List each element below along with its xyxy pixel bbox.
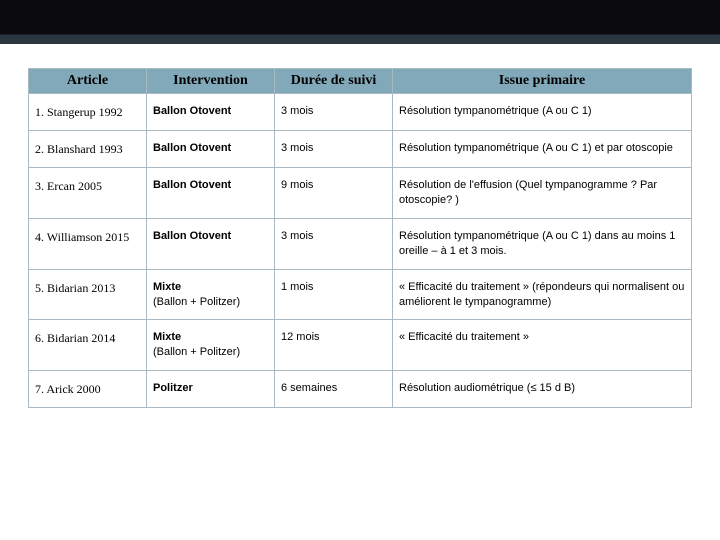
cell-intervention: Ballon Otovent bbox=[147, 131, 275, 168]
cell-article: 1. Stangerup 1992 bbox=[29, 94, 147, 131]
table-row: 1. Stangerup 1992 Ballon Otovent 3 moisRés… bbox=[29, 94, 692, 131]
table-row: 2. Blanshard 1993 Ballon Otovent 3 moisRés… bbox=[29, 131, 692, 168]
cell-article: 4. Williamson 2015 bbox=[29, 219, 147, 270]
cell-issue: « Efficacité du traitement » bbox=[393, 320, 692, 371]
intervention-sub: (Ballon + Politzer) bbox=[153, 345, 268, 360]
cell-intervention: Politzer bbox=[147, 371, 275, 408]
cell-duree: 12 mois bbox=[275, 320, 393, 371]
cell-duree: 3 mois bbox=[275, 219, 393, 270]
cell-intervention: Ballon Otovent bbox=[147, 168, 275, 219]
table-body: 1. Stangerup 1992Ballon Otovent3 moisRés… bbox=[29, 94, 692, 408]
cell-issue: Résolution audiométrique (≤ 15 d B) bbox=[393, 371, 692, 408]
intervention-main: Ballon Otovent bbox=[153, 105, 231, 117]
cell-article: 3. Ercan 2005 bbox=[29, 168, 147, 219]
cell-article: 2. Blanshard 1993 bbox=[29, 131, 147, 168]
intervention-main: Ballon Otovent bbox=[153, 230, 231, 242]
intervention-main: Politzer bbox=[153, 382, 193, 394]
cell-issue: Résolution de l'effusion (Quel tympanogr… bbox=[393, 168, 692, 219]
col-header-duree: Durée de suivi bbox=[275, 69, 393, 94]
cell-article: 7. Arick 2000 bbox=[29, 371, 147, 408]
cell-article: 5. Bidarian 2013 bbox=[29, 269, 147, 320]
cell-duree: 1 mois bbox=[275, 269, 393, 320]
intervention-main: Ballon Otovent bbox=[153, 142, 231, 154]
cell-duree: 3 mois bbox=[275, 94, 393, 131]
intervention-main: Mixte bbox=[153, 331, 181, 343]
table-row: 4. Williamson 2015 Ballon Otovent 3 moisRé… bbox=[29, 219, 692, 270]
cell-article: 6. Bidarian 2014 bbox=[29, 320, 147, 371]
intervention-main: Mixte bbox=[153, 281, 181, 293]
cell-intervention: Ballon Otovent bbox=[147, 94, 275, 131]
cell-duree: 3 mois bbox=[275, 131, 393, 168]
cell-intervention: Mixte (Ballon + Politzer) bbox=[147, 269, 275, 320]
cell-duree: 6 semaines bbox=[275, 371, 393, 408]
col-header-article: Article bbox=[29, 69, 147, 94]
table-row: 3. Ercan 2005 Ballon Otovent 9 moisRésolut… bbox=[29, 168, 692, 219]
studies-table: Article Intervention Durée de suivi Issu… bbox=[28, 68, 692, 408]
col-header-intervention: Intervention bbox=[147, 69, 275, 94]
cell-intervention: Mixte (Ballon + Politzer) bbox=[147, 320, 275, 371]
cell-issue: « Efficacité du traitement » (répondeurs… bbox=[393, 269, 692, 320]
col-header-issue: Issue primaire bbox=[393, 69, 692, 94]
intervention-sub: (Ballon + Politzer) bbox=[153, 295, 268, 310]
table-row: 5. Bidarian 2013 Mixte (Ballon + Politzer)… bbox=[29, 269, 692, 320]
cell-issue: Résolution tympanométrique (A ou C 1) bbox=[393, 94, 692, 131]
table-row: 7. Arick 2000 Politzer 6 semainesRésolutio… bbox=[29, 371, 692, 408]
cell-duree: 9 mois bbox=[275, 168, 393, 219]
table-header-row: Article Intervention Durée de suivi Issu… bbox=[29, 69, 692, 94]
top-band bbox=[0, 0, 720, 44]
table-row: 6. Bidarian 2014 Mixte (Ballon + Politzer)… bbox=[29, 320, 692, 371]
cell-intervention: Ballon Otovent bbox=[147, 219, 275, 270]
cell-issue: Résolution tympanométrique (A ou C 1) et… bbox=[393, 131, 692, 168]
intervention-main: Ballon Otovent bbox=[153, 179, 231, 191]
cell-issue: Résolution tympanométrique (A ou C 1) da… bbox=[393, 219, 692, 270]
